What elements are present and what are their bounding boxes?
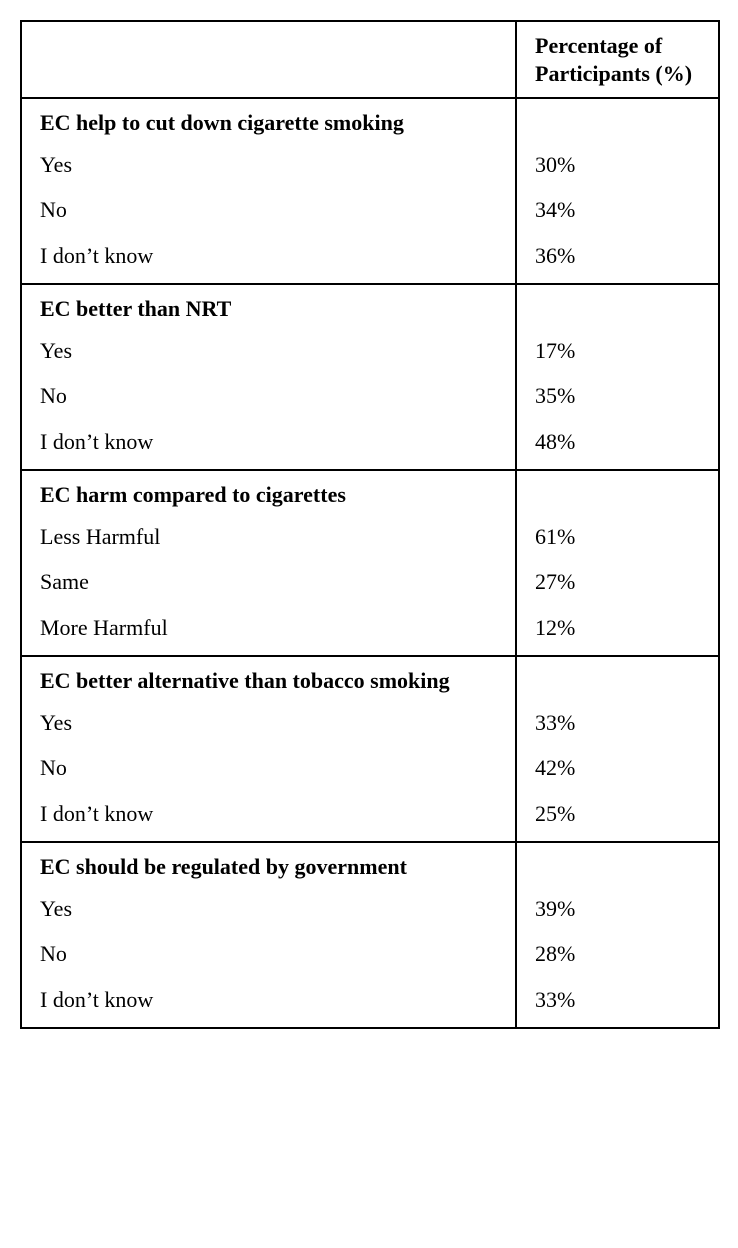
answer-value: 48% bbox=[535, 428, 704, 456]
answer-label: I don’t know bbox=[40, 800, 501, 828]
answer-value: 33% bbox=[535, 986, 704, 1014]
survey-table: Percentage of Participants (%)EC help to… bbox=[20, 20, 720, 1029]
answer-label: Yes bbox=[40, 151, 501, 179]
answer-label: Yes bbox=[40, 895, 501, 923]
answer-value: 33% bbox=[535, 709, 704, 737]
section-question-cell: EC harm compared to cigarettes Less Harmf… bbox=[21, 470, 516, 656]
value-spacer bbox=[535, 853, 704, 881]
table-section-row: EC help to cut down cigarette smoking Yes… bbox=[21, 98, 719, 284]
section-question-cell: EC help to cut down cigarette smoking Yes… bbox=[21, 98, 516, 284]
answer-label: I don’t know bbox=[40, 242, 501, 270]
header-percentage-cell: Percentage of Participants (%) bbox=[516, 21, 719, 98]
section-question-cell: EC should be regulated by government Yes N… bbox=[21, 842, 516, 1028]
answer-label: No bbox=[40, 196, 501, 224]
section-title: EC help to cut down cigarette smoking bbox=[40, 109, 501, 137]
section-value-cell: 39% 28% 33% bbox=[516, 842, 719, 1028]
header-empty-cell bbox=[21, 21, 516, 98]
answer-value: 17% bbox=[535, 337, 704, 365]
answer-value: 34% bbox=[535, 196, 704, 224]
table-section-row: EC better alternative than tobacco smoki… bbox=[21, 656, 719, 842]
table-section-row: EC better than NRT Yes No I don’t know 17% 3… bbox=[21, 284, 719, 470]
answer-label: Yes bbox=[40, 709, 501, 737]
answer-value: 25% bbox=[535, 800, 704, 828]
answer-value: 28% bbox=[535, 940, 704, 968]
answer-label: I don’t know bbox=[40, 986, 501, 1014]
table-header-row: Percentage of Participants (%) bbox=[21, 21, 719, 98]
section-question-cell: EC better alternative than tobacco smoki… bbox=[21, 656, 516, 842]
answer-label: Yes bbox=[40, 337, 501, 365]
section-value-cell: 61% 27% 12% bbox=[516, 470, 719, 656]
answer-label: No bbox=[40, 754, 501, 782]
answer-value: 36% bbox=[535, 242, 704, 270]
section-title: EC better alternative than tobacco smoki… bbox=[40, 667, 501, 695]
answer-label: I don’t know bbox=[40, 428, 501, 456]
answer-value: 30% bbox=[535, 151, 704, 179]
answer-value: 12% bbox=[535, 614, 704, 642]
answer-label: Same bbox=[40, 568, 501, 596]
answer-value: 42% bbox=[535, 754, 704, 782]
answer-label: More Harmful bbox=[40, 614, 501, 642]
answer-value: 39% bbox=[535, 895, 704, 923]
answer-label: No bbox=[40, 940, 501, 968]
answer-value: 27% bbox=[535, 568, 704, 596]
table-section-row: EC harm compared to cigarettes Less Harmf… bbox=[21, 470, 719, 656]
section-title: EC harm compared to cigarettes bbox=[40, 481, 501, 509]
section-title: EC should be regulated by government bbox=[40, 853, 501, 881]
answer-label: No bbox=[40, 382, 501, 410]
section-title: EC better than NRT bbox=[40, 295, 501, 323]
header-right: Percentage of Participants (%) bbox=[517, 22, 718, 97]
section-question-cell: EC better than NRT Yes No I don’t know bbox=[21, 284, 516, 470]
answer-value: 61% bbox=[535, 523, 704, 551]
answer-value: 35% bbox=[535, 382, 704, 410]
section-value-cell: 17% 35% 48% bbox=[516, 284, 719, 470]
table-section-row: EC should be regulated by government Yes N… bbox=[21, 842, 719, 1028]
header-left bbox=[22, 22, 515, 42]
answer-label: Less Harmful bbox=[40, 523, 501, 551]
value-spacer bbox=[535, 109, 704, 137]
value-spacer bbox=[535, 481, 704, 509]
value-spacer bbox=[535, 295, 704, 323]
value-spacer bbox=[535, 667, 704, 695]
section-value-cell: 30% 34% 36% bbox=[516, 98, 719, 284]
section-value-cell: 33% 42% 25% bbox=[516, 656, 719, 842]
